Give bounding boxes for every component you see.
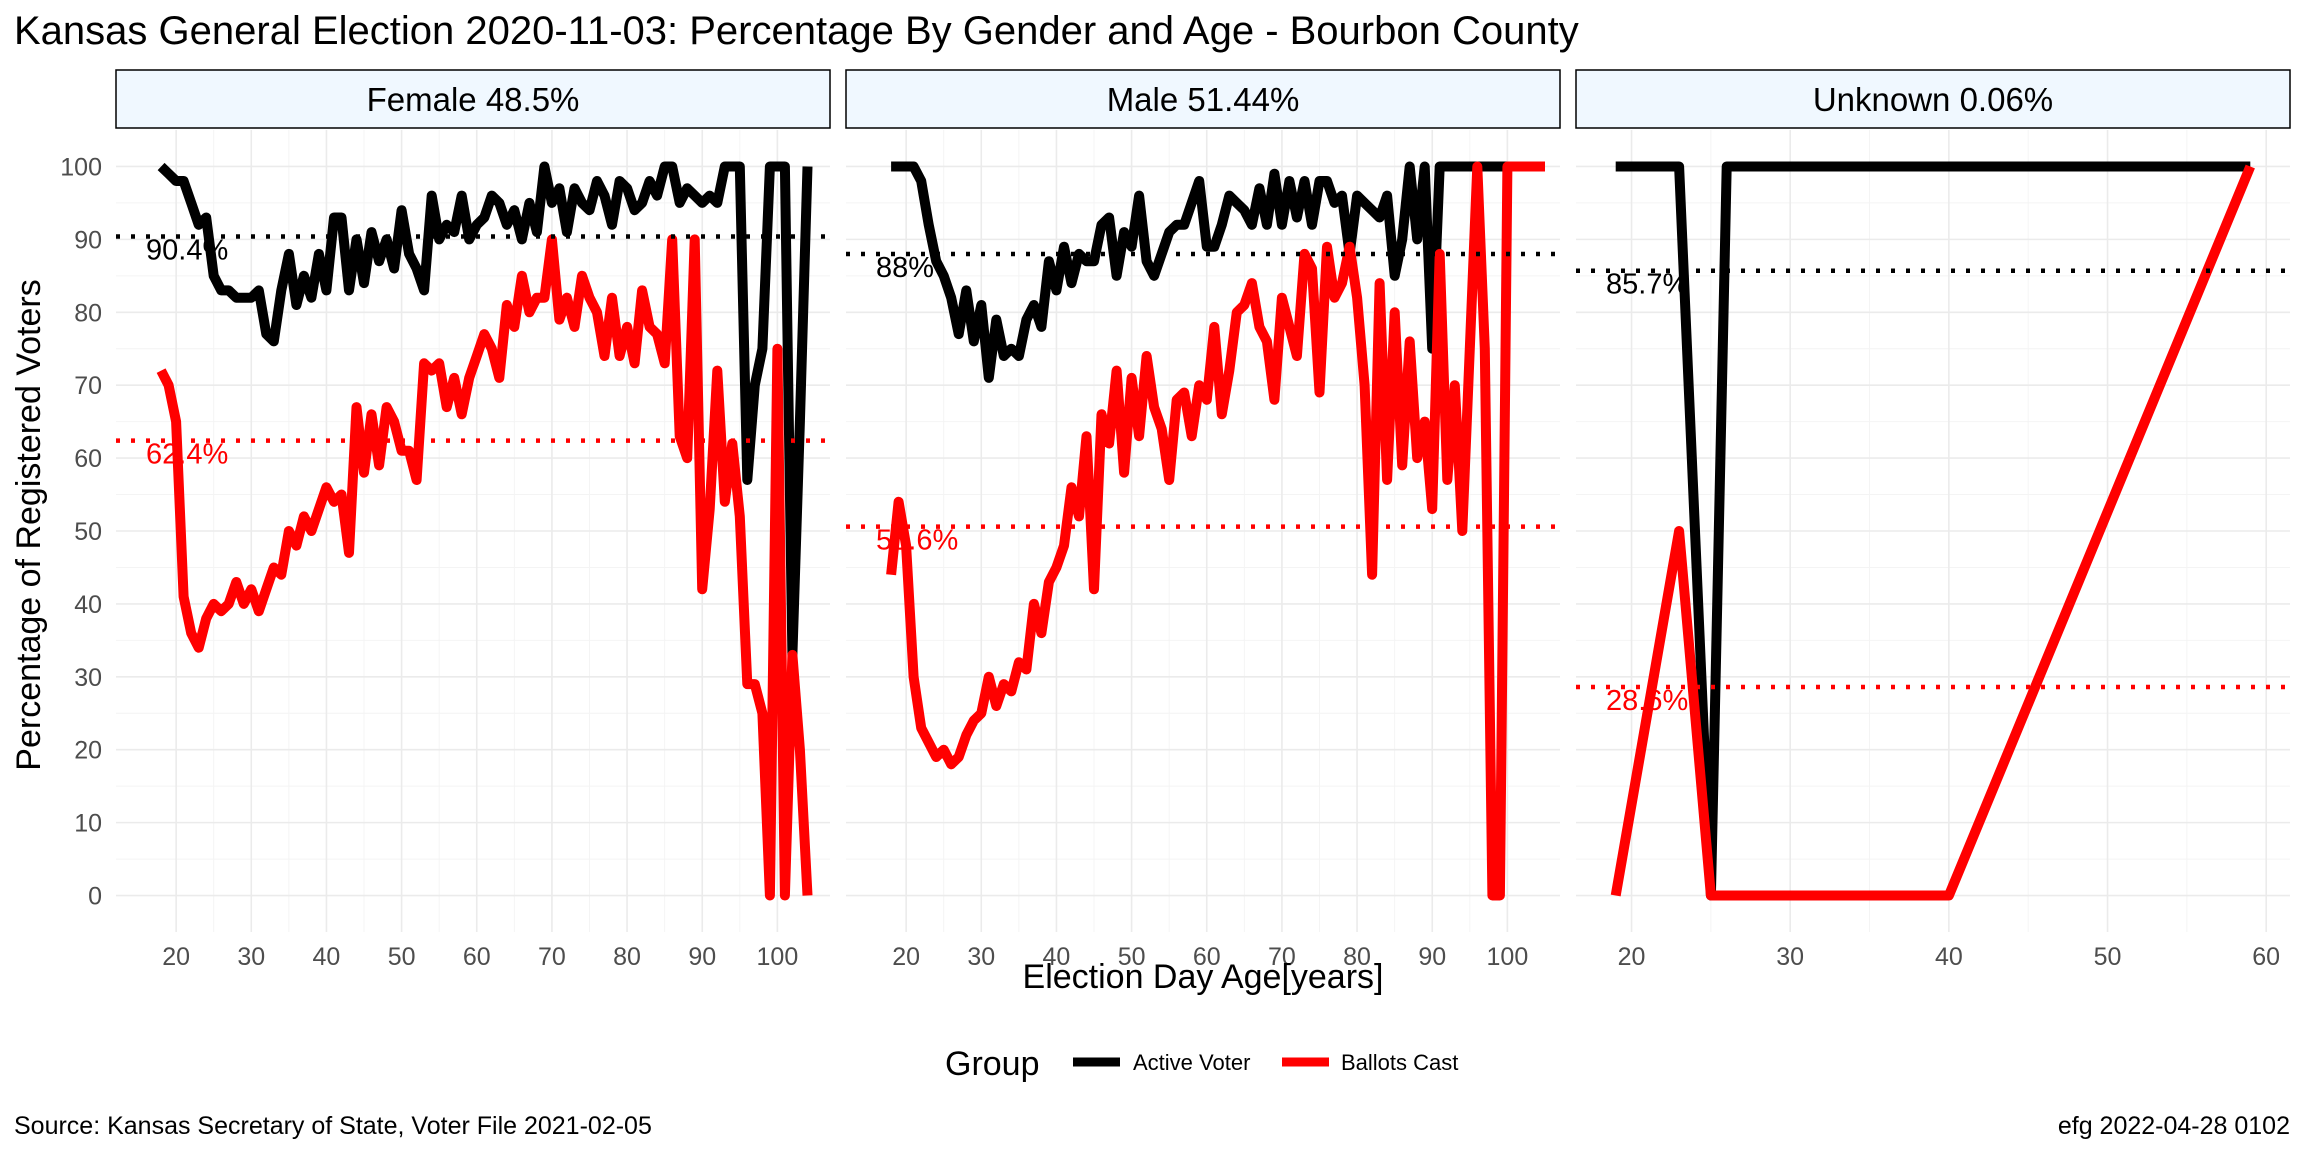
- reference-label: 85.7%: [1606, 269, 1688, 301]
- y-tick-label: 0: [88, 883, 102, 911]
- facet-strip: [1575, 69, 2291, 129]
- x-tick-label: 40: [1043, 943, 1071, 971]
- facet-strip-label: Male 51.44%: [1107, 81, 1300, 118]
- x-tick-label: 20: [892, 943, 920, 971]
- x-tick-label: 30: [237, 943, 265, 971]
- legend-label-active-voter: Active Voter: [1133, 1050, 1250, 1075]
- y-tick-label: 90: [74, 226, 102, 254]
- x-tick-label: 70: [538, 943, 566, 971]
- x-tick-label: 60: [1193, 943, 1221, 971]
- x-tick-label: 90: [688, 943, 716, 971]
- x-tick-label: 20: [1618, 943, 1646, 971]
- y-tick-label: 30: [74, 664, 102, 692]
- reference-label: 28.6%: [1606, 685, 1688, 717]
- y-tick-label: 40: [74, 591, 102, 619]
- x-tick-label: 80: [1343, 943, 1371, 971]
- x-tick-label: 30: [967, 943, 995, 971]
- x-tick-label: 100: [757, 943, 799, 971]
- legend-title: Group: [945, 1045, 1040, 1083]
- x-tick-label: 50: [2094, 943, 2122, 971]
- legend: Group Active Voter Ballots Cast: [945, 1045, 1458, 1083]
- facet-strip-label: Unknown 0.06%: [1813, 81, 2053, 118]
- stamp-note: efg 2022-04-28 0102: [2058, 1112, 2290, 1140]
- y-tick-label: 10: [74, 810, 102, 838]
- y-tick-label: 20: [74, 737, 102, 765]
- x-tick-label: 60: [2252, 943, 2280, 971]
- x-tick-label: 40: [1935, 943, 1963, 971]
- x-tick-label: 50: [1118, 943, 1146, 971]
- x-tick-label: 50: [388, 943, 416, 971]
- chart-title: Kansas General Election 2020-11-03: Perc…: [14, 9, 1579, 53]
- facet-panel-female: Female 48.5% 20 30 40 50 60 70 80 90 100 0 10 20 30 40…: [60, 69, 831, 971]
- facet-panel-unknown: Unknown 0.06% 20 30 40 50 60 85.7% 28.6%: [1575, 69, 2291, 971]
- y-axis-label: Percentage of Registered Voters: [10, 279, 48, 770]
- facet-panel-male: Male 51.44% 20 30 40 50 60 70 80 90 100 88% 50.6%: [845, 69, 1561, 971]
- y-tick-label: 70: [74, 372, 102, 400]
- series-line-ballots-cast: [886, 161, 1545, 901]
- x-tick-label: 70: [1268, 943, 1296, 971]
- facet-strip-label: Female 48.5%: [367, 81, 580, 118]
- y-tick-label: 60: [74, 445, 102, 473]
- x-tick-label: 100: [1487, 943, 1529, 971]
- x-tick-label: 40: [313, 943, 341, 971]
- x-axis-label: Election Day Age[years]: [1023, 958, 1384, 996]
- series-line-active-voter: [157, 161, 813, 660]
- x-tick-label: 20: [162, 943, 190, 971]
- y-tick-label: 80: [74, 299, 102, 327]
- x-tick-label: 80: [613, 943, 641, 971]
- x-tick-label: 90: [1418, 943, 1446, 971]
- reference-label: 90.4%: [146, 234, 228, 266]
- reference-label: 50.6%: [876, 525, 958, 557]
- x-tick-label: 30: [1776, 943, 1804, 971]
- x-tick-label: 60: [463, 943, 491, 971]
- series-line-ballots-cast: [156, 234, 813, 901]
- facet-panels: Female 48.5% 20 30 40 50 60 70 80 90 100 0 10 20 30 40…: [60, 69, 2291, 971]
- facet-strip: [845, 69, 1561, 129]
- reference-label: 88%: [876, 252, 934, 284]
- facet-strip: [115, 69, 831, 129]
- reference-label: 62.4%: [146, 439, 228, 471]
- series-line-ballots-cast: [1610, 164, 2255, 901]
- legend-label-ballots-cast: Ballots Cast: [1341, 1050, 1458, 1075]
- y-tick-label: 50: [74, 518, 102, 546]
- source-note: Source: Kansas Secretary of State, Voter…: [14, 1112, 652, 1140]
- y-tick-label: 100: [60, 153, 102, 181]
